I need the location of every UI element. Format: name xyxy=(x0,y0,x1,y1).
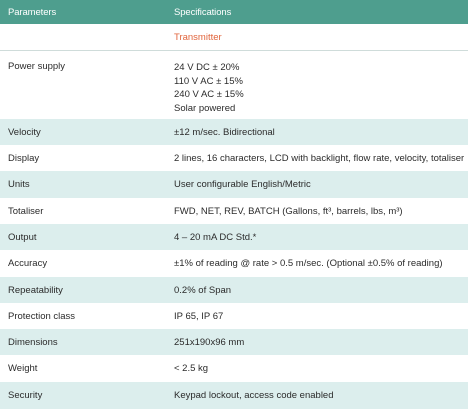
spec-line: 240 V AC ± 15% xyxy=(174,89,244,100)
param-label: Weight xyxy=(8,363,38,374)
table-row-power-supply: Power supply 24 V DC ± 20% 110 V AC ± 15… xyxy=(0,51,468,119)
table-row-protection-class: Protection class IP 65, IP 67 xyxy=(0,303,468,329)
spec-value: 251x190x96 mm xyxy=(174,336,245,348)
spec-value: 2 lines, 16 characters, LCD with backlig… xyxy=(174,152,465,164)
param-label: Dimensions xyxy=(8,336,58,348)
spec-value: Keypad lockout, access code enabled xyxy=(174,390,334,401)
spec-line: Solar powered xyxy=(174,102,236,114)
table-row-security: Security Keypad lockout, access code ena… xyxy=(0,382,468,409)
param-label: Display xyxy=(8,152,40,164)
spec-value: User configurable English/Metric xyxy=(174,179,311,190)
table-row-velocity: Velocity ±12 m/sec. Bidirectional xyxy=(0,119,468,145)
param-label: Output xyxy=(8,231,37,243)
table-row-repeatability: Repeatability 0.2% of Span xyxy=(0,277,468,303)
table-header-row: Parameters Specifications xyxy=(0,0,468,24)
spec-value: IP 65, IP 67 xyxy=(174,310,224,322)
table-row-output: Output 4 – 20 mA DC Std.* xyxy=(0,224,468,250)
param-label: Accuracy xyxy=(8,258,48,269)
param-label: Protection class xyxy=(8,310,76,322)
spec-value: 0.2% of Span xyxy=(174,284,232,296)
spec-value: < 2.5 kg xyxy=(174,363,209,374)
param-label: Velocity xyxy=(8,126,41,138)
spec-value: FWD, NET, REV, BATCH (Gallons, ft³, barr… xyxy=(174,205,403,217)
param-label: Power supply xyxy=(8,61,66,72)
param-label: Units xyxy=(8,179,30,190)
header-parameters: Parameters xyxy=(8,6,57,18)
spec-line: 24 V DC ± 20% xyxy=(174,62,240,73)
table-row-units: Units User configurable English/Metric xyxy=(0,171,468,198)
table-row-totaliser: Totaliser FWD, NET, REV, BATCH (Gallons,… xyxy=(0,198,468,224)
subheading-transmitter: Transmitter xyxy=(174,31,222,43)
table-row-display: Display 2 lines, 16 characters, LCD with… xyxy=(0,145,468,171)
table-row-dimensions: Dimensions 251x190x96 mm xyxy=(0,329,468,355)
header-specifications: Specifications xyxy=(174,6,232,18)
spec-line: 110 V AC ± 15% xyxy=(174,75,243,87)
spec-value: 24 V DC ± 20% 110 V AC ± 15% 240 V AC ± … xyxy=(165,51,468,119)
spec-value: ±1% of reading @ rate > 0.5 m/sec. (Opti… xyxy=(174,258,443,269)
param-label: Totaliser xyxy=(8,205,44,217)
table-row-weight: Weight < 2.5 kg xyxy=(0,355,468,382)
param-label: Security xyxy=(8,390,43,401)
table-row-accuracy: Accuracy ±1% of reading @ rate > 0.5 m/s… xyxy=(0,250,468,277)
spec-value: ±12 m/sec. Bidirectional xyxy=(174,126,275,138)
param-label: Repeatability xyxy=(8,284,63,296)
spec-value: 4 – 20 mA DC Std.* xyxy=(174,231,257,243)
subheading-empty-cell xyxy=(0,24,165,50)
row-divider xyxy=(0,50,468,51)
subheading-row: Transmitter xyxy=(0,24,468,50)
